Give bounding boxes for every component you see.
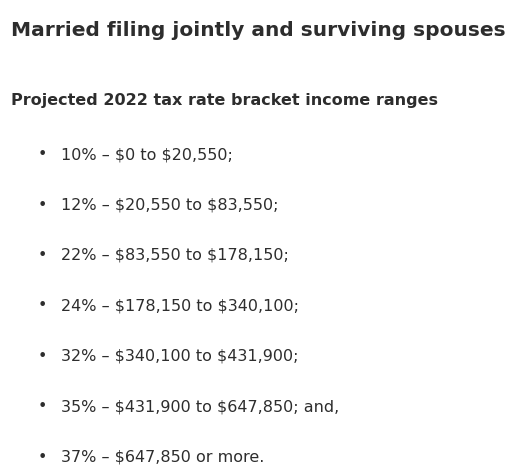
Text: 24% – \$178,150 to \$340,100;: 24% – \$178,150 to \$340,100; [61,298,299,313]
Text: •: • [37,399,47,414]
Text: •: • [37,198,47,212]
Text: 12% – \$20,550 to \$83,550;: 12% – \$20,550 to \$83,550; [61,198,278,212]
Text: Projected 2022 tax rate bracket income ranges: Projected 2022 tax rate bracket income r… [11,93,437,108]
Text: •: • [37,147,47,162]
Text: •: • [37,248,47,263]
Text: 22% – \$83,550 to \$178,150;: 22% – \$83,550 to \$178,150; [61,248,288,263]
Text: 32% – \$340,100 to \$431,900;: 32% – \$340,100 to \$431,900; [61,349,298,364]
Text: Married filing jointly and surviving spouses: Married filing jointly and surviving spo… [11,21,505,40]
Text: 35% – \$431,900 to \$647,850; and,: 35% – \$431,900 to \$647,850; and, [61,399,339,414]
Text: •: • [37,450,47,465]
Text: 37% – \$647,850 or more.: 37% – \$647,850 or more. [61,450,264,465]
Text: •: • [37,349,47,364]
Text: •: • [37,298,47,313]
Text: 10% – \$0 to \$20,550;: 10% – \$0 to \$20,550; [61,147,232,162]
